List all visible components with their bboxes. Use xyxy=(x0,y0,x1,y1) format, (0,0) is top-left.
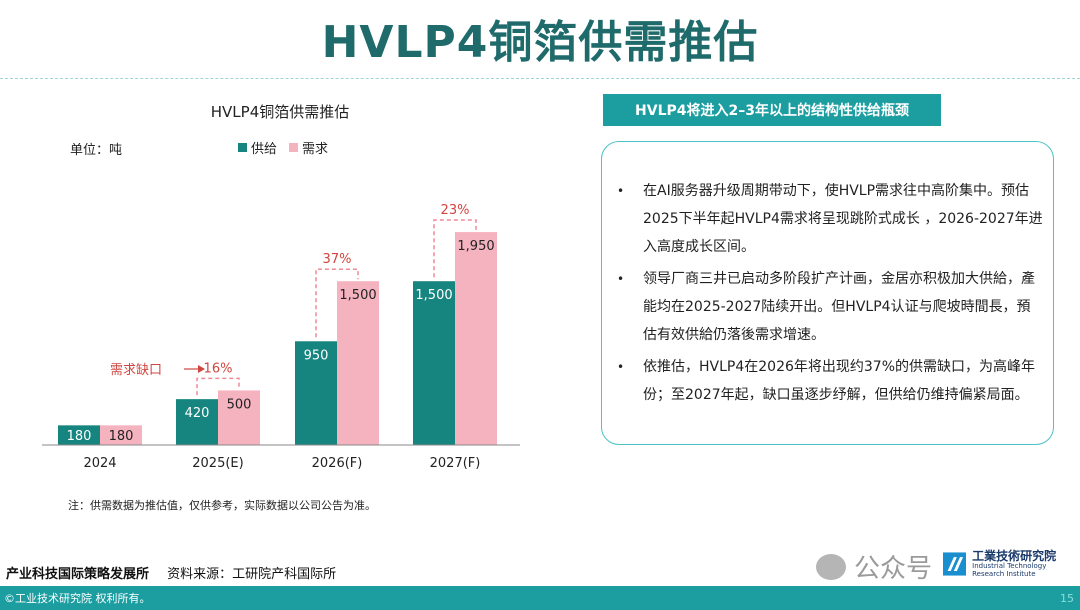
copyright: ©工业技术研究院 权利所有。 xyxy=(4,592,151,605)
logo-en: Industrial Technology Research Institute xyxy=(972,562,1047,578)
source-text: 资料来源：工研院产科国际所 xyxy=(167,567,337,582)
legend-label-supply: 供给 xyxy=(251,142,278,157)
bullet-dot-icon: • xyxy=(617,184,625,198)
arrow-head-icon xyxy=(198,365,205,373)
bullet-dot-icon: • xyxy=(617,272,625,286)
itri-logo-icon xyxy=(943,552,967,576)
bar-demand xyxy=(100,425,142,445)
panel-box xyxy=(601,141,1054,445)
x-tick-label: 2024 xyxy=(83,456,116,471)
chart-legend: 供给 需求 xyxy=(238,138,328,157)
source-line: 产业科技国际策略发展所 资料来源：工研院产科国际所 xyxy=(6,563,336,582)
bar-supply xyxy=(413,281,455,445)
bullet-dot-icon: • xyxy=(617,360,625,374)
page-title: HVLP4铜箔供需推估 xyxy=(321,17,759,68)
panel-header: HVLP4将进入2–3年以上的结构性供给瓶颈 xyxy=(603,94,941,126)
org-name: 产业科技国际策略发展所 xyxy=(6,567,150,582)
unit-label: 单位：吨 xyxy=(70,143,123,158)
bullet-item: • 在AI服务器升级周期带动下，使HVLP需求往中高阶集中。预估2025下半年起H… xyxy=(615,177,1043,261)
watermark-text: 公众号 xyxy=(854,554,933,584)
page-number: 15 xyxy=(1060,591,1074,605)
x-tick-label: 2026(F) xyxy=(312,456,363,471)
data-label: 180 xyxy=(67,429,92,444)
bar-demand xyxy=(337,281,379,445)
watermark: 公众号 xyxy=(816,548,932,585)
bullet-item: • 依推估，HVLP4在2026年将出现约37%的供需缺口，为高峰年份；至2027… xyxy=(615,353,1043,409)
x-tick-label: 2025(E) xyxy=(192,456,243,471)
bar-supply xyxy=(295,341,337,445)
data-label: 1,500 xyxy=(339,288,376,303)
chart-title: HVLP4铜箔供需推估 xyxy=(210,103,350,121)
gap-percent-label: 37% xyxy=(323,252,352,267)
legend-item-supply: 供给 xyxy=(238,138,277,157)
bullet-text: 在AI服务器升级周期带动下，使HVLP需求往中高阶集中。预估2025下半年起HV… xyxy=(643,183,1043,255)
bar-supply xyxy=(58,425,100,445)
gap-percent-label: 16% xyxy=(204,361,233,376)
chart-note: 注：供需数据为推估值，仅供参考，实际数据以公司公告为准。 xyxy=(68,499,376,512)
wechat-icon xyxy=(816,553,846,580)
bottom-bar: ©工业技术研究院 权利所有。 15 xyxy=(0,586,1080,610)
data-label: 950 xyxy=(304,348,329,363)
bullet-list: • 在AI服务器升级周期带动下，使HVLP需求往中高阶集中。预估2025下半年起H… xyxy=(615,177,1043,413)
data-label: 420 xyxy=(185,406,210,421)
bar-supply xyxy=(176,399,218,445)
gap-bracket xyxy=(196,377,240,396)
data-label: 180 xyxy=(109,429,134,444)
gap-bracket xyxy=(315,268,359,338)
bar-chart: 180 180 2024 420 500 2025(E) 16% 950 1,500 2026(F… xyxy=(42,203,520,471)
bullet-item: • 领导厂商三井已启动多阶段扩产计画，金居亦积极加大供給，產能均在2025-202… xyxy=(615,265,1043,349)
bullet-text: 领导厂商三井已启动多阶段扩产计画，金居亦积极加大供給，產能均在2025-2027… xyxy=(643,271,1035,343)
title-divider xyxy=(0,78,1080,79)
gap-bracket xyxy=(433,219,477,278)
data-label: 1,950 xyxy=(457,239,494,254)
legend-item-demand: 需求 xyxy=(289,138,328,157)
legend-swatch-demand xyxy=(289,143,299,152)
gap-percent-label: 23% xyxy=(441,203,470,218)
bar-demand xyxy=(455,232,497,445)
legend-label-demand: 需求 xyxy=(302,142,329,157)
legend-swatch-supply xyxy=(238,143,247,152)
itri-logo: 工業技術研究院 Industrial Technology Research I… xyxy=(943,549,1080,579)
data-label: 500 xyxy=(227,397,252,412)
gap-annotation: 需求缺口 xyxy=(110,363,162,378)
x-tick-label: 2027(F) xyxy=(430,456,481,471)
bullet-text: 依推估，HVLP4在2026年将出现约37%的供需缺口，为高峰年份；至2027年… xyxy=(643,359,1035,403)
data-label: 1,500 xyxy=(415,288,452,303)
logo-cn: 工業技術研究院 xyxy=(972,549,1057,563)
bar-demand xyxy=(218,390,260,445)
